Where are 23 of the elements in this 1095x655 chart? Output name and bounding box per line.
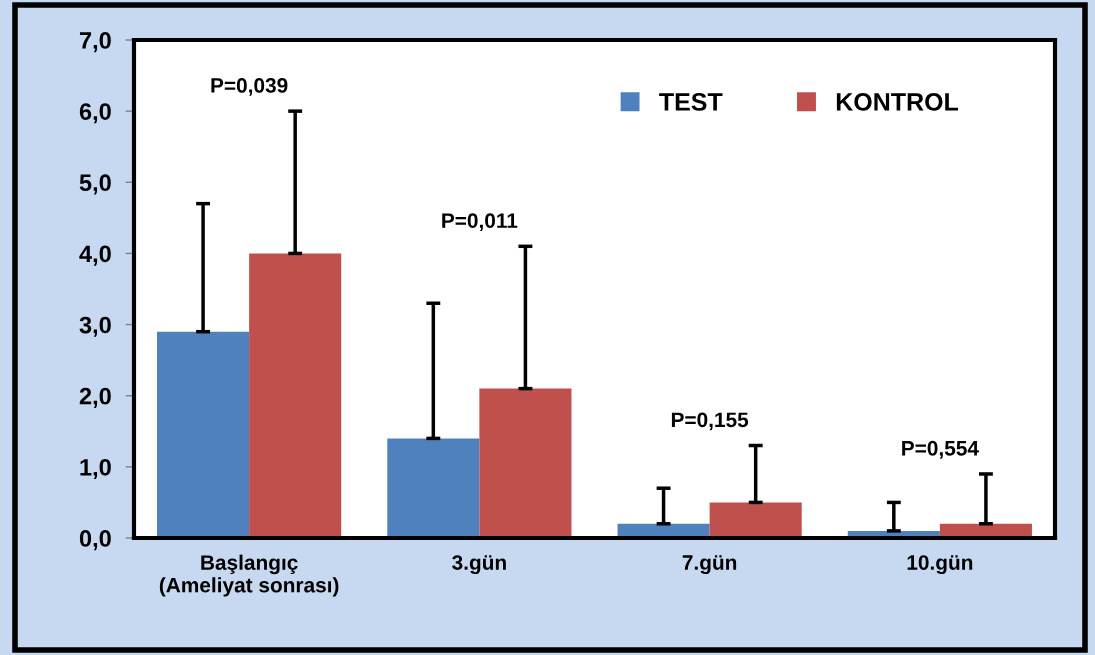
x-tick-label: 3.gün bbox=[452, 555, 506, 575]
y-tick-label: 2,0 bbox=[79, 387, 111, 408]
bar bbox=[249, 253, 342, 538]
annotation: P=0,039 bbox=[211, 78, 288, 96]
y-tick-label: 3,0 bbox=[79, 316, 111, 337]
x-tick-label: 7.gün bbox=[682, 555, 737, 575]
annotation: P=0,554 bbox=[902, 440, 979, 459]
bar bbox=[157, 331, 250, 538]
x-tick-label: Başlangıç (Ameliyat sonrası) bbox=[159, 554, 339, 597]
annotation: P=0,155 bbox=[671, 412, 749, 431]
bar bbox=[479, 388, 572, 538]
y-tick-label: 0,0 bbox=[79, 530, 111, 551]
y-tick-label: 7,0 bbox=[79, 32, 111, 53]
y-tick-label: 1,0 bbox=[80, 458, 111, 480]
annotation: P=0,011 bbox=[442, 213, 518, 231]
y-tick-label: 5,0 bbox=[79, 174, 111, 195]
y-tick-label: 6,0 bbox=[79, 103, 111, 124]
x-tick-label: 10.gün bbox=[907, 555, 973, 575]
legend-label: TEST bbox=[659, 93, 723, 111]
y-tick-label: 4,0 bbox=[79, 245, 111, 266]
bar bbox=[387, 438, 480, 538]
legend-label: KONTROL bbox=[836, 93, 959, 111]
bar bbox=[709, 502, 802, 538]
